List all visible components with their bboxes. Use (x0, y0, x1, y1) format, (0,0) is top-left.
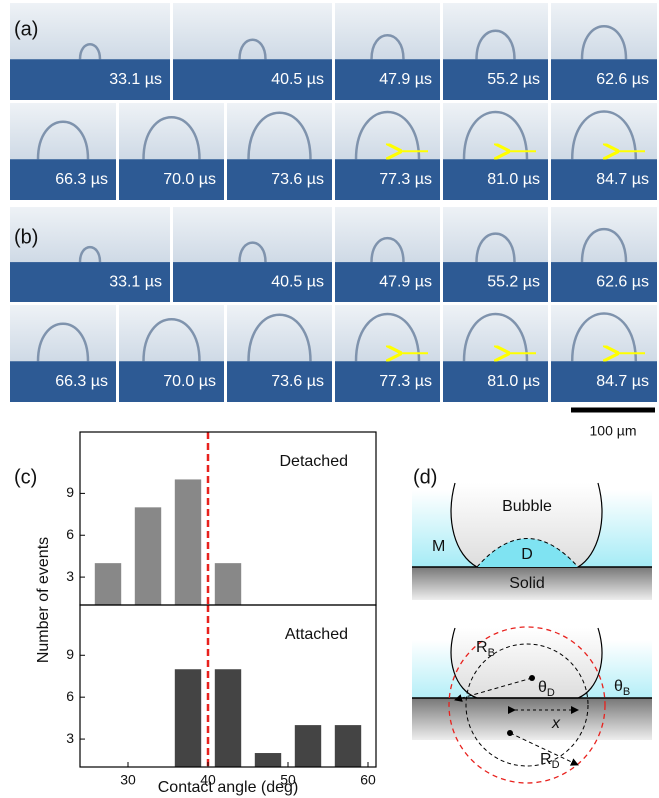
time-label: 73.6 µs (271, 171, 324, 188)
bar (215, 563, 241, 605)
y-tick-label: 9 (66, 484, 74, 500)
sub: B (623, 686, 630, 698)
diagram-label: Bubble (502, 498, 552, 515)
time-label: 66.3 µs (55, 171, 108, 188)
time-label: 47.9 µs (379, 71, 432, 88)
scale-label: 100 µm (590, 423, 637, 439)
y-tick-label: 6 (66, 688, 74, 704)
y-axis-label: Number of events (35, 537, 52, 663)
sym: R (476, 639, 488, 656)
x-tick-label: 30 (120, 772, 136, 788)
panel-label: (d) (413, 466, 437, 488)
time-label: 40.5 µs (271, 71, 324, 88)
sub: D (552, 759, 560, 771)
panel-label: (a) (14, 18, 38, 40)
figure: 33.1 µs 40.5 µs 47.9 µs 55.2 µs 62.6 µs 66.3 … (0, 0, 659, 798)
y-tick-label: 3 (66, 730, 74, 746)
time-label: 77.3 µs (379, 171, 432, 188)
time-label: 62.6 µs (596, 273, 649, 290)
bar (175, 479, 201, 605)
annotation: Attached (285, 626, 348, 643)
time-label: 84.7 µs (596, 171, 649, 188)
sym: R (540, 751, 552, 768)
y-tick-label: 3 (66, 568, 74, 584)
sub: B (488, 647, 495, 659)
bar (295, 725, 321, 767)
time-label: 55.2 µs (487, 71, 540, 88)
bar (335, 725, 361, 767)
time-label: 47.9 µs (379, 273, 432, 290)
diagram (412, 483, 652, 783)
y-tick-label: 6 (66, 526, 74, 542)
panel-label: (c) (14, 466, 37, 488)
diagram-label: Solid (509, 575, 545, 592)
y-tick-label: 9 (66, 646, 74, 662)
time-label: 70.0 µs (163, 373, 216, 390)
bar (215, 669, 241, 767)
annotation: Detached (280, 453, 349, 470)
time-label: 55.2 µs (487, 273, 540, 290)
panel-label: (b) (14, 226, 38, 248)
time-label: 40.5 µs (271, 273, 324, 290)
time-label: 81.0 µs (487, 373, 540, 390)
time-label: 66.3 µs (55, 373, 108, 390)
diagram-label: RD (540, 751, 560, 771)
time-label: 77.3 µs (379, 373, 432, 390)
time-label: 81.0 µs (487, 171, 540, 188)
time-label: 73.6 µs (271, 373, 324, 390)
time-label: 84.7 µs (596, 373, 649, 390)
sym: θ (538, 679, 547, 696)
sym: θ (614, 678, 623, 695)
bar (95, 563, 121, 605)
time-label: 33.1 µs (109, 273, 162, 290)
time-label: 62.6 µs (596, 71, 649, 88)
x-axis-label: Contact angle (deg) (158, 779, 299, 796)
diagram-label: D (521, 546, 533, 563)
bar (175, 669, 201, 767)
diagram-label: M (432, 538, 445, 555)
bar (135, 507, 161, 605)
time-label: 33.1 µs (109, 71, 162, 88)
sub: D (547, 687, 555, 699)
bar (255, 753, 281, 767)
diagram-label: x (551, 715, 561, 732)
x-tick-label: 60 (360, 772, 376, 788)
time-label: 70.0 µs (163, 171, 216, 188)
